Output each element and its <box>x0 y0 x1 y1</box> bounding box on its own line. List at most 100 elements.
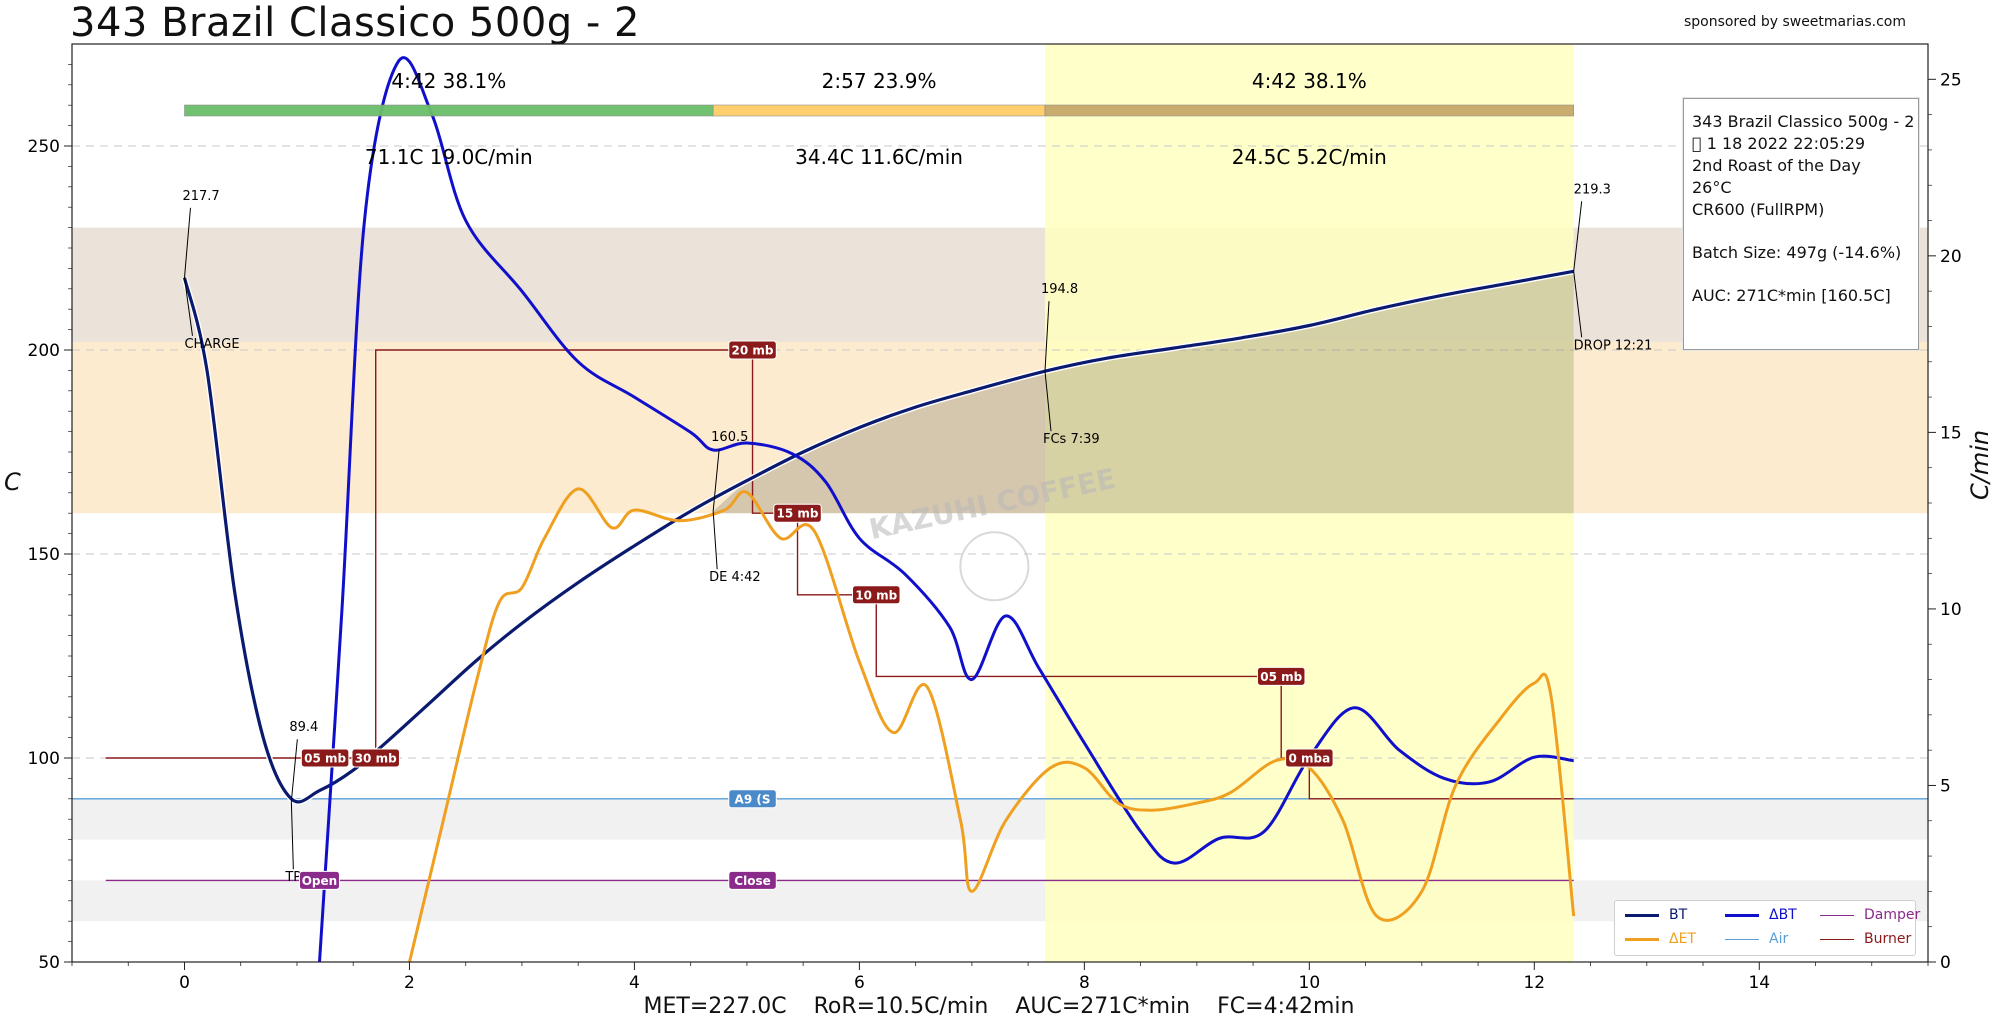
y-right-tick-label: 25 <box>1940 70 1962 90</box>
event-marker-label-9: Close <box>734 874 770 888</box>
info-ambient-temp: 26°C <box>1692 178 1732 197</box>
info-title: 343 Brazil Classico 500g - 2 <box>1692 112 1915 131</box>
watermark-logo-icon <box>959 531 1030 602</box>
annotation-leader-7 <box>1044 371 1052 432</box>
y-right-tick-label: 20 <box>1940 247 1962 267</box>
phase-stats-0: 71.1C 19.0C/min <box>365 145 533 169</box>
info-auc: AUC: 271C*min [160.5C] <box>1692 286 1891 305</box>
legend-item-air: Air <box>1725 929 1788 949</box>
legend-item-burner: Burner <box>1820 929 1911 949</box>
event-marker-label-7: A9 (S <box>735 792 771 806</box>
legend-label-air: Air <box>1769 931 1789 947</box>
chart-legend: BT ΔBT Damper ΔET Air Burner <box>1614 900 1920 956</box>
y-tick-label: 50 <box>38 953 60 973</box>
annotation-leader-6 <box>1044 301 1050 372</box>
y-tick-label: 200 <box>28 341 60 361</box>
annotation-leader-9 <box>1573 271 1583 338</box>
annotation-leader-3 <box>290 801 294 870</box>
x-tick-label: 10 <box>1299 973 1321 993</box>
annotation-7: FCs 7:39 <box>1043 432 1100 447</box>
x-tick-label: 2 <box>404 973 415 993</box>
event-marker-box-9 <box>728 870 777 890</box>
y-tick-label: 150 <box>28 545 60 565</box>
phase-duration-1: 2:57 23.9% <box>822 69 937 93</box>
legend-label-damper: Damper <box>1864 907 1921 923</box>
x-tick-label: 8 <box>1079 973 1090 993</box>
footer-auc: AUC=271C*min <box>1015 994 1191 1019</box>
x-tick-label: 0 <box>179 973 190 993</box>
legend-label-burner: Burner <box>1864 931 1912 947</box>
event-marker-label-1: 30 mb <box>355 752 397 766</box>
y-right-tick-label: 10 <box>1940 600 1962 620</box>
event-marker-label-5: 05 mb <box>1260 670 1302 684</box>
y-axis-label-left: C <box>4 468 21 496</box>
x-tick-label: 14 <box>1748 973 1770 993</box>
legend-label-det: ΔET <box>1669 931 1696 947</box>
annotation-6: 194.8 <box>1041 282 1078 297</box>
event-marker-box-8 <box>298 870 340 890</box>
reference-band-1 <box>72 227 1928 342</box>
annotation-2: 89.4 <box>289 720 318 735</box>
info-datetime:   1 18 2022 22:05:29 <box>1692 134 1866 153</box>
info-roast-of-day: 2nd Roast of the Day <box>1692 156 1861 175</box>
event-marker-box-2 <box>728 340 777 360</box>
y-right-tick-label: 0 <box>1940 953 1951 973</box>
roast-summary-footer: MET=227.0C RoR=10.5C/min AUC=271C*min FC… <box>0 994 1998 1019</box>
event-marker-label-6: 0 mba <box>1288 752 1330 766</box>
annotation-leader-1 <box>183 277 193 336</box>
legend-item-dbt: ΔBT <box>1725 905 1797 925</box>
footer-met: MET=227.0C <box>643 994 787 1019</box>
roast-info-box: 343 Brazil Classico 500g - 2   1 18 2022… <box>1683 98 1919 350</box>
info-machine: CR600 (FullRPM) <box>1692 200 1825 219</box>
series-line-delta-et <box>408 487 1576 962</box>
legend-item-det: ΔET <box>1625 929 1696 949</box>
x-tick-label: 4 <box>629 973 640 993</box>
event-marker-box-4 <box>852 585 901 605</box>
annotation-leader-5 <box>712 511 718 570</box>
y-right-tick-label: 15 <box>1940 423 1962 443</box>
x-tick-label: 6 <box>854 973 865 993</box>
event-marker-box-1 <box>351 748 400 768</box>
phase-bar-2 <box>1044 104 1574 117</box>
annotation-1: CHARGE <box>184 337 239 352</box>
event-marker-label-8: Open <box>302 874 337 888</box>
annotation-leader-2 <box>290 739 298 802</box>
legend-item-damper: Damper <box>1820 905 1920 925</box>
y-tick-label: 250 <box>28 137 60 157</box>
info-batch-size: Batch Size: 497g (-14.6%) <box>1692 243 1902 262</box>
reference-band-0 <box>72 341 1928 514</box>
event-marker-box-6 <box>1285 748 1334 768</box>
phase-duration-0: 4:42 38.1% <box>391 69 506 93</box>
phase-bar-1 <box>712 104 1046 117</box>
phase-stats-2: 24.5C 5.2C/min <box>1232 145 1387 169</box>
event-marker-label-4: 10 mb <box>855 588 897 602</box>
footer-ror: RoR=10.5C/min <box>813 994 989 1019</box>
series-line-bt <box>182 269 1574 804</box>
phase-bar-0 <box>184 104 714 117</box>
annotation-leader-4 <box>712 449 720 512</box>
annotation-5: DE 4:42 <box>709 570 761 585</box>
annotation-0: 217.7 <box>182 189 219 204</box>
sponsor-text: sponsored by sweetmarias.com <box>1683 14 1906 30</box>
annotation-8: 219.3 <box>1574 182 1611 197</box>
x-tick-label: 12 <box>1523 973 1545 993</box>
phase-duration-2: 4:42 38.1% <box>1252 69 1367 93</box>
annotation-leader-8 <box>1573 201 1583 272</box>
event-marker-label-2: 20 mb <box>732 344 774 358</box>
bt-area-fill <box>713 271 1574 514</box>
event-marker-label-0: 05 mb <box>304 752 346 766</box>
legend-item-bt: BT <box>1625 905 1687 925</box>
event-marker-box-7 <box>728 789 777 809</box>
y-right-tick-label: 5 <box>1940 776 1951 796</box>
annotation-9: DROP 12:21 <box>1574 338 1653 353</box>
phase-stats-1: 34.4C 11.6C/min <box>795 145 963 169</box>
annotation-leader-0 <box>183 207 191 278</box>
legend-label-bt: BT <box>1669 907 1688 923</box>
event-marker-box-5 <box>1256 666 1306 686</box>
footer-fc: FC=4:42min <box>1217 994 1355 1019</box>
event-marker-box-3 <box>773 503 822 523</box>
event-marker-label-3: 15 mb <box>777 507 819 521</box>
legend-label-dbt: ΔBT <box>1769 907 1797 923</box>
event-marker-box-0 <box>300 748 350 768</box>
